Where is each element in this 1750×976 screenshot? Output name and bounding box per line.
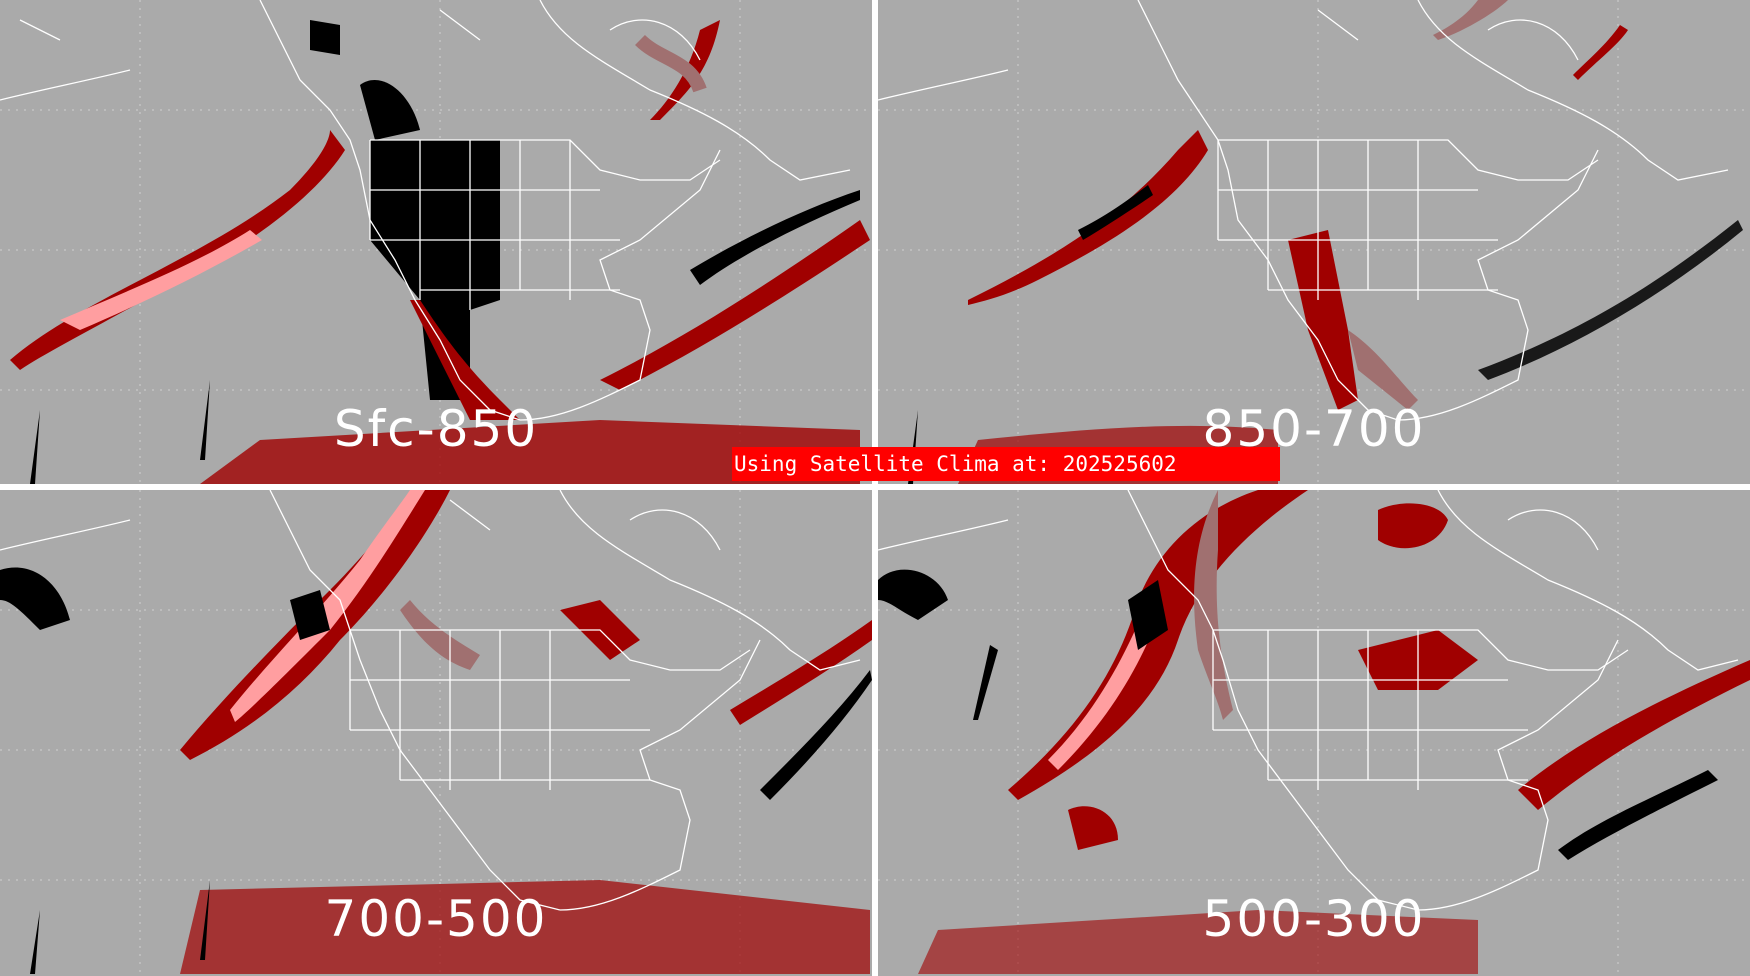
panel-label: Sfc-850 xyxy=(333,400,539,458)
panel-sfc-850: Sfc-850 xyxy=(0,0,872,484)
geographic-boundaries xyxy=(878,0,1729,421)
panel-700-500: 700-500 xyxy=(0,490,872,974)
moisture-field xyxy=(878,490,1750,974)
geographic-boundaries xyxy=(0,490,861,911)
geographic-boundaries xyxy=(878,490,1739,911)
panel-850-700: 850-700 xyxy=(878,0,1750,484)
moisture-field xyxy=(10,20,870,484)
geographic-boundaries xyxy=(0,0,851,421)
panel-label: 850-700 xyxy=(1202,400,1426,458)
panel-label: 700-500 xyxy=(324,890,548,948)
map-500-300 xyxy=(878,490,1750,974)
gridlines xyxy=(0,490,872,974)
banner-timestamp: 202525602 xyxy=(1062,452,1177,476)
map-700-500 xyxy=(0,490,872,974)
climatology-banner: Using Satellite Clima at: 202525602 xyxy=(732,447,1280,481)
gridlines xyxy=(0,0,872,484)
banner-prefix: Using Satellite Clima at: xyxy=(734,452,1063,476)
panel-label: 500-300 xyxy=(1202,890,1426,948)
gridlines xyxy=(878,490,1750,974)
horizontal-divider xyxy=(0,484,1750,490)
map-sfc-850 xyxy=(0,0,872,484)
panel-500-300: 500-300 xyxy=(878,490,1750,974)
moisture-field xyxy=(0,490,872,974)
gridlines xyxy=(878,0,1750,484)
